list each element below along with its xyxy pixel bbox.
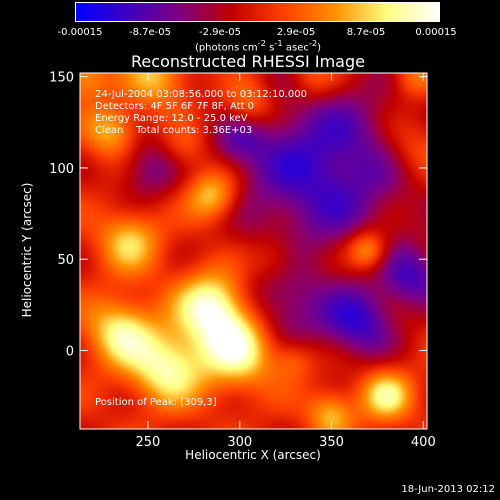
- colorbar-tick: -0.00015: [57, 27, 103, 38]
- time-range-annotation: 24-Jul-2004 03:08:56.000 to 03:12:10.000: [95, 89, 307, 100]
- colorbar-unit-label: (photons cm-2 s-1 asec-2): [194, 38, 322, 54]
- peak-position-annotation: Position of Peak: [309,3]: [95, 397, 217, 408]
- y-tick-label: 50: [57, 253, 74, 268]
- y-tick-label: 150: [49, 71, 74, 86]
- colorbar-tick: 2.9e-05: [276, 27, 316, 38]
- colorbar: [75, 2, 440, 22]
- x-tick-label: 250: [136, 435, 161, 450]
- clean-counts-annotation: Clean Total counts: 3.36E+03: [95, 125, 253, 136]
- x-axis-label: Heliocentric X (arcsec): [185, 448, 321, 462]
- y-tick-label: 100: [49, 162, 74, 177]
- chart-title: Reconstructed RHESSI Image: [131, 52, 365, 71]
- y-tick-label: 0: [66, 344, 74, 359]
- x-tick-label: 400: [411, 435, 436, 450]
- energy-range-annotation: Energy Range: 12.0 - 25.0 keV: [95, 113, 248, 124]
- x-tick-label: 350: [319, 435, 344, 450]
- y-axis-label: Heliocentric Y (arcsec): [20, 182, 34, 318]
- timestamp: 18-Jun-2013 02:12: [401, 484, 495, 495]
- colorbar-tick: -2.9e-05: [199, 27, 241, 38]
- colorbar-tick: 8.7e-05: [346, 27, 386, 38]
- colorbar-tick: 0.00015: [415, 27, 457, 38]
- colorbar-tick: -8.7e-05: [129, 27, 171, 38]
- detectors-annotation: Detectors: 4F 5F 6F 7F 8F, Att 0: [95, 101, 255, 112]
